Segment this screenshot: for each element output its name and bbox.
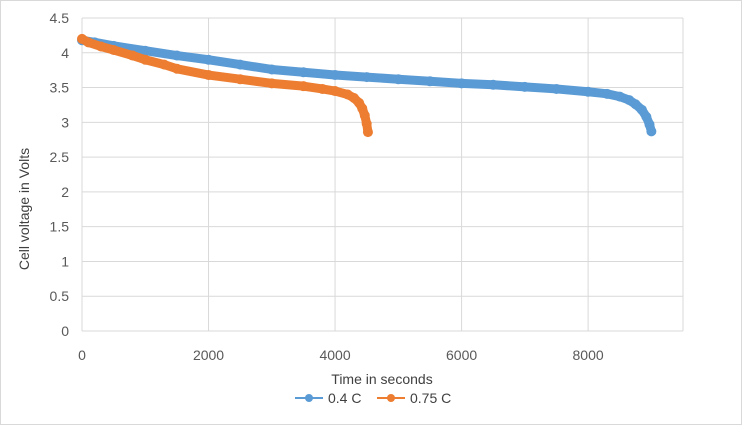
data-point: [171, 50, 182, 61]
y-tick-label: 1.5: [50, 219, 70, 235]
data-point: [361, 72, 372, 83]
series-0-75-c: [77, 33, 373, 138]
y-tick-label: 4: [61, 45, 69, 61]
data-point: [362, 127, 373, 138]
data-point: [298, 67, 309, 78]
data-point: [171, 63, 182, 74]
x-tick-label: 4000: [319, 347, 350, 363]
data-point: [424, 76, 435, 87]
data-point: [203, 70, 214, 81]
legend-label-0-4c: 0.4 C: [328, 390, 361, 406]
data-point: [602, 88, 613, 99]
data-point: [266, 64, 277, 75]
data-point: [614, 91, 625, 102]
y-tick-label: 0: [61, 323, 69, 339]
legend: 0.4 C 0.75 C: [295, 390, 451, 406]
data-point: [583, 86, 594, 97]
y-tick-labels: 0 0.5 1 1.5 2 2.5 3 3.5 4 4.5: [50, 10, 70, 339]
data-point: [519, 81, 530, 92]
data-point: [317, 83, 328, 94]
x-tick-label: 2000: [193, 347, 224, 363]
x-tick-label: 0: [78, 347, 86, 363]
y-tick-label: 3.5: [50, 80, 70, 96]
y-tick-label: 2.5: [50, 149, 70, 165]
data-point: [266, 78, 277, 89]
y-tick-label: 3: [61, 114, 69, 130]
data-point: [203, 54, 214, 65]
data-point: [95, 41, 106, 52]
series-layer: [77, 33, 657, 138]
x-tick-labels: 0 2000 4000 6000 8000: [78, 347, 604, 363]
y-axis-title: Cell voltage in Volts: [16, 148, 32, 270]
data-point: [235, 74, 246, 85]
y-tick-label: 4.5: [50, 10, 70, 26]
x-axis-title: Time in seconds: [331, 371, 432, 387]
data-point: [330, 70, 341, 81]
data-point: [140, 54, 151, 65]
data-point: [298, 81, 309, 92]
data-point: [456, 78, 467, 89]
data-point: [641, 111, 652, 122]
data-point: [159, 59, 170, 70]
y-tick-label: 2: [61, 184, 69, 200]
data-point: [108, 44, 119, 55]
data-point: [551, 83, 562, 94]
data-point: [359, 110, 370, 121]
legend-label-0-75c: 0.75 C: [410, 390, 451, 406]
data-point: [330, 86, 341, 97]
y-tick-label: 1: [61, 253, 69, 269]
data-point: [393, 74, 404, 85]
x-tick-label: 8000: [573, 347, 604, 363]
data-point: [488, 79, 499, 90]
data-point: [361, 118, 372, 129]
legend-marker-0-4c: [305, 394, 313, 402]
legend-marker-0-75c: [387, 394, 395, 402]
data-point: [127, 50, 138, 61]
data-point: [83, 37, 94, 48]
x-tick-label: 6000: [446, 347, 477, 363]
data-point: [646, 126, 657, 137]
y-tick-label: 0.5: [50, 288, 70, 304]
series-0-4-c: [77, 35, 657, 137]
data-point: [235, 59, 246, 70]
data-point: [140, 45, 151, 56]
